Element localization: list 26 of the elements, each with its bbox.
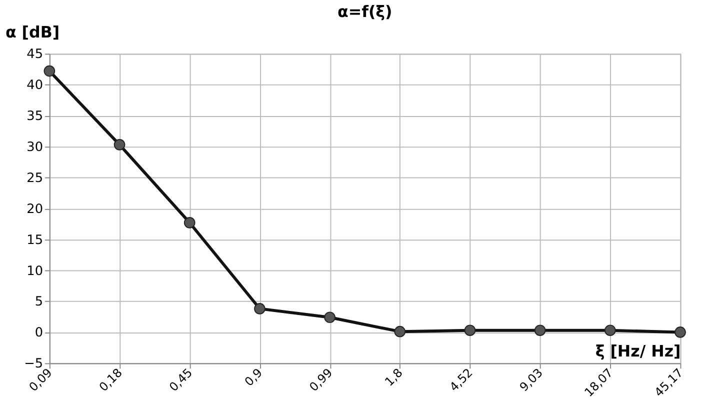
point [394,326,406,338]
x-tick-label: 0,9 [242,366,266,389]
point [464,324,476,336]
point [184,217,196,228]
chart-title: α=f(ξ) [337,2,392,22]
y-tick-label: 5 [34,294,44,310]
point [324,312,336,324]
y-tick-label: 25 [26,170,44,186]
point [254,303,266,314]
point [114,139,126,150]
y-tick-label: 15 [26,232,44,248]
x-tick-label: 1,8 [382,366,406,389]
point [44,65,56,77]
y-tick-label: −5 [24,356,44,372]
y-tick-label: 20 [26,202,44,217]
x-axis-title: ξ [Hz/ Hz] [595,342,681,361]
point [534,324,546,336]
y-tick-label: 40 [26,78,44,94]
y-axis-title: α [dB] [5,22,60,42]
y-tick-label: 30 [26,140,44,155]
y-tick-label: 0 [34,326,44,341]
y-tick-label: 45 [26,47,44,62]
y-tick-label: 10 [26,264,44,279]
y-tick-label: 35 [26,109,44,124]
point [674,326,686,338]
point [604,324,616,336]
